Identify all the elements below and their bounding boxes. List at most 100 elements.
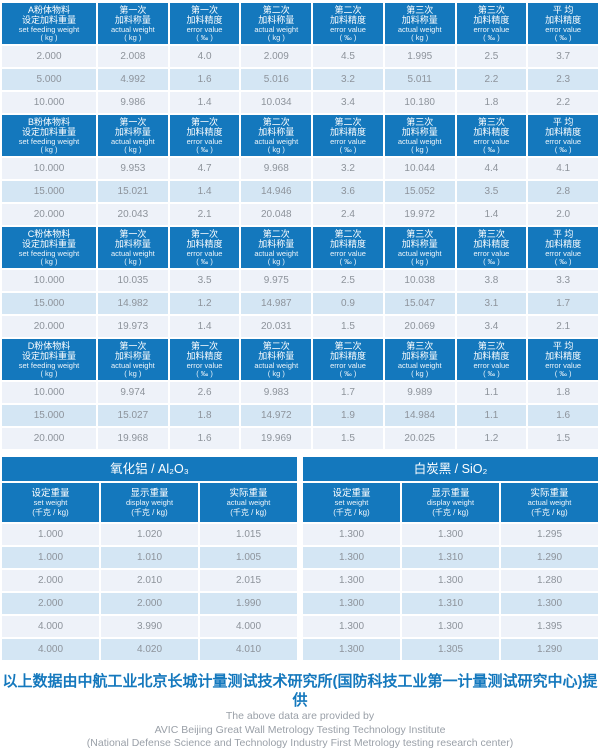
header-line-cn1: 第二次: [334, 228, 362, 239]
header-cell: 第一次 加料称量 actual weight( kg ): [98, 3, 168, 44]
header-line-cn1: D粉体物料: [27, 340, 71, 351]
data-source-statement-en-line2: AVIC Beijing Great Wall Metrology Testin…: [154, 723, 446, 736]
header-cell: 第二次 加料精度 error value( ‰ ): [313, 227, 383, 268]
data-cell: 10.035: [98, 270, 168, 291]
data-cell: 9.974: [98, 382, 168, 403]
data-cell: 3.5: [169, 270, 240, 291]
header-line-cn1: 第三次: [477, 4, 505, 15]
data-cell: 4.1: [528, 158, 598, 179]
header-line-unit: ( kg ): [411, 145, 429, 154]
data-cell: 2.6: [169, 382, 240, 403]
header-line-cn1: 第三次: [406, 340, 434, 351]
data-cell: 1.6: [169, 69, 240, 90]
header-line-unit: ( kg ): [124, 145, 142, 154]
header-line-unit: ( kg ): [40, 257, 58, 266]
data-cell: 4.992: [98, 69, 168, 90]
data-cell: 1.020: [101, 524, 198, 545]
data-cell: 1.5: [528, 428, 598, 449]
header-cell: 平 均加料精度 error value( ‰ ): [528, 227, 598, 268]
header-cell: 显示重量 display weight (千克 / kg): [101, 483, 198, 522]
data-cell: 2.1: [528, 316, 598, 337]
header-line-cn1: 第三次: [406, 4, 434, 15]
data-cell: 9.989: [384, 382, 455, 403]
data-cell: 3.3: [528, 270, 598, 291]
header-line-cn1: 第一次: [191, 4, 219, 15]
header-line-cn2: 加料精度: [545, 239, 582, 249]
data-cell: 19.968: [98, 428, 168, 449]
data-cell: 1.2: [169, 293, 240, 314]
header-cell: 第一次 加料称量 actual weight( kg ): [98, 227, 168, 268]
data-cell: 1.4: [169, 181, 240, 202]
data-cell: 1.4: [169, 316, 240, 337]
header-line-unit: ( ‰ ): [196, 257, 213, 266]
header-line-unit: ( ‰ ): [483, 257, 500, 266]
powder-table-C: C粉体物料 设定加料重量 set feeding weight( kg ) 第一次 加料…: [2, 227, 598, 337]
header-cell: 第二次 加料精度 error value( ‰ ): [313, 115, 383, 156]
header-line-cn1: 第三次: [406, 228, 434, 239]
al2o3-table-title: 氧化铝 / Al₂O₃: [2, 457, 297, 481]
header-line-cn2: 加料精度: [473, 15, 510, 25]
header-line-cn2: 加料称量: [258, 239, 295, 249]
data-cell: 9.983: [241, 382, 312, 403]
header-line-unit: ( kg ): [124, 257, 142, 266]
data-cell: 1.310: [402, 547, 499, 568]
data-cell: 2.1: [169, 204, 240, 225]
header-line-cn1: 第一次: [191, 228, 219, 239]
data-cell: 15.027: [98, 405, 168, 426]
header-line-cn2: 加料精度: [329, 15, 366, 25]
header-line-cn2: 加料称量: [258, 127, 295, 137]
header-line-cn2: 加料称量: [401, 15, 438, 25]
header-line-en: set weight: [334, 498, 369, 507]
header-line-en1: actual weight: [110, 136, 155, 146]
data-cell: 2.000: [2, 46, 96, 67]
data-cell: 1.1: [456, 405, 527, 426]
header-line-en1: actual weight: [397, 24, 442, 34]
data-cell: 1.7: [313, 382, 383, 403]
data-cell: 1.8: [528, 382, 598, 403]
header-cell: 设定重量 set weight (千克 / kg): [2, 483, 99, 522]
header-line-cn2: 加料精度: [473, 127, 510, 137]
header-cell: 实际重量 actual weight (千克 / kg): [200, 483, 297, 522]
header-line-en1: actual weight: [254, 360, 299, 370]
header-cell: 第一次 加料精度 error value( ‰ ): [169, 3, 240, 44]
data-cell: 1.9: [313, 405, 383, 426]
data-cell: 1.300: [303, 547, 400, 568]
header-line-en1: error value: [330, 360, 366, 370]
header-line-en: display weight: [125, 498, 174, 507]
data-cell: 1.300: [402, 616, 499, 637]
data-cell: 19.969: [241, 428, 312, 449]
data-cell: 2.5: [313, 270, 383, 291]
data-cell: 3.4: [313, 92, 383, 113]
header-line-unit: ( ‰ ): [554, 33, 572, 42]
sio2-table-title: 白炭黑 / SiO₂: [303, 457, 598, 481]
header-line-unit: ( ‰ ): [196, 369, 213, 378]
data-cell: 1.300: [303, 524, 400, 545]
data-cell: 1.015: [200, 524, 297, 545]
header-line-unit: ( ‰ ): [483, 145, 500, 154]
header-cell: 第三次 加料精度 error value( ‰ ): [456, 115, 527, 156]
header-line-cn1: 第一次: [191, 116, 219, 127]
header-line-cn2: 加料称量: [114, 15, 151, 25]
header-line-cn2: 加料称量: [114, 351, 151, 361]
header-line-cn1: 第一次: [119, 116, 147, 127]
data-cell: 20.000: [2, 316, 96, 337]
data-cell: 9.975: [241, 270, 312, 291]
data-cell: 1.995: [384, 46, 455, 67]
header-line-en: set weight: [33, 498, 68, 507]
header-line-en1: error value: [186, 248, 223, 258]
data-cell: 4.000: [200, 616, 297, 637]
header-line-en1: error value: [186, 24, 223, 34]
header-line-unit: (千克 / kg): [32, 507, 69, 517]
header-line-cn2: 加料称量: [114, 239, 151, 249]
data-cell: 3.2: [313, 69, 383, 90]
header-cell-set-feeding-weight: C粉体物料 设定加料重量 set feeding weight( kg ): [2, 227, 96, 268]
header-line-en1: error value: [545, 136, 582, 146]
header-line-unit: (千克 / kg): [432, 507, 469, 517]
header-line-cn2: 设定加料重量: [21, 15, 76, 25]
data-cell: 1.000: [2, 547, 99, 568]
data-cell: 20.043: [98, 204, 168, 225]
header-line-unit: ( kg ): [267, 33, 285, 42]
data-cell: 15.000: [2, 181, 96, 202]
header-line-en1: error value: [186, 136, 223, 146]
data-cell: 1.295: [501, 524, 598, 545]
